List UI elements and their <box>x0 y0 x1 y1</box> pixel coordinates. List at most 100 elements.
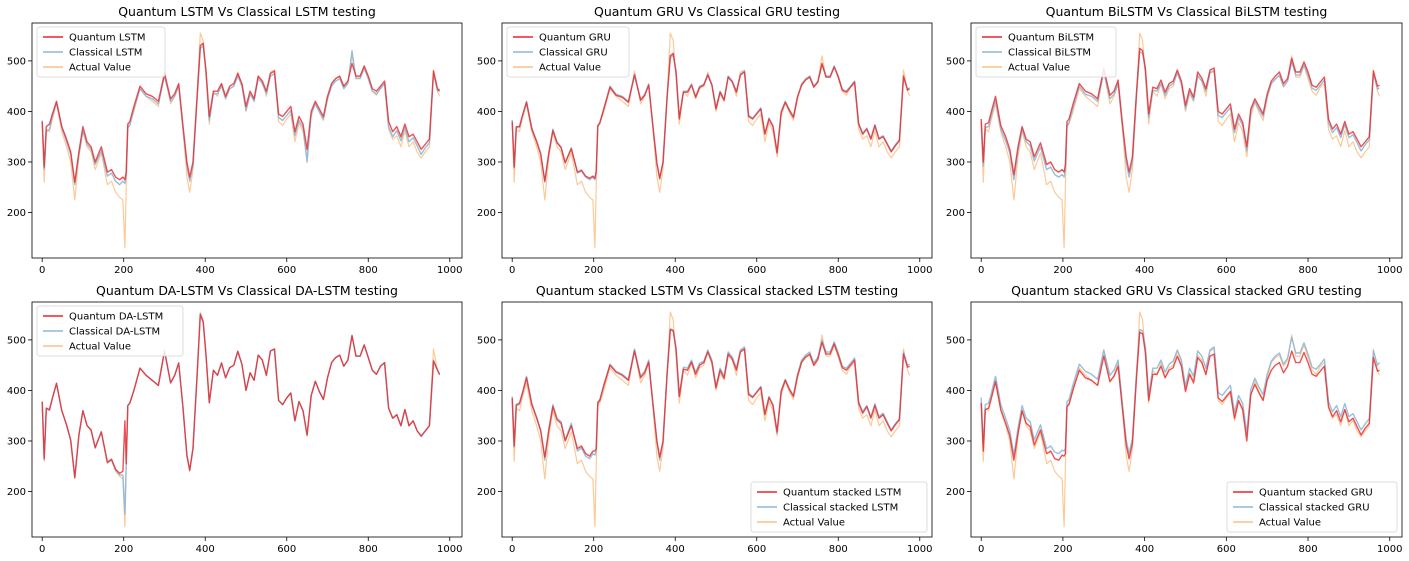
chart-title: Quantum LSTM Vs Classical LSTM testing <box>118 4 376 19</box>
y-tick-label: 400 <box>946 107 965 118</box>
y-tick-label: 400 <box>7 107 26 118</box>
y-tick-label: 200 <box>946 487 965 498</box>
legend-label-classical: Classical stacked LSTM <box>783 503 898 514</box>
y-tick-label: 300 <box>477 436 496 447</box>
y-tick-label: 200 <box>477 487 496 498</box>
chart-title: Quantum stacked GRU Vs Classical stacked… <box>1011 283 1362 298</box>
legend-box <box>36 26 166 78</box>
x-tick-label: 0 <box>39 265 45 276</box>
y-tick-label: 200 <box>7 487 26 498</box>
x-tick-label: 1000 <box>1377 265 1402 276</box>
legend-label-actual: Actual Value <box>1259 518 1321 529</box>
x-tick-label: 200 <box>584 265 603 276</box>
x-tick-label: 1000 <box>437 544 462 555</box>
y-tick-label: 400 <box>946 386 965 397</box>
series-line-quantum <box>980 331 1380 461</box>
x-tick-label: 600 <box>1217 544 1236 555</box>
axes-frame <box>501 301 933 538</box>
legend-box <box>1226 481 1398 533</box>
series-line-quantum <box>41 313 441 479</box>
legend: Quantum LSTM Classical LSTM Actual Value <box>36 26 166 78</box>
x-tick-label: 200 <box>114 544 133 555</box>
legend-label-quantum: Quantum LSTM <box>69 33 146 44</box>
chart-panel-1: Quantum LSTM Vs Classical LSTM testing 0 2… <box>7 4 463 276</box>
series-line-classical <box>41 45 441 186</box>
legend-label-actual: Actual Value <box>69 63 131 74</box>
x-tick-label: 600 <box>277 265 296 276</box>
legend-label-actual: Actual Value <box>539 63 601 74</box>
y-tick-label: 500 <box>477 56 496 67</box>
x-tick-label: 200 <box>1053 265 1072 276</box>
y-tick-label: 200 <box>7 208 26 219</box>
y-tick-label: 500 <box>7 56 26 67</box>
chart-title: Quantum stacked LSTM Vs Classical stacke… <box>536 283 898 298</box>
chart-panel-3: Quantum BiLSTM Vs Classical BiLSTM testi… <box>946 4 1403 276</box>
x-tick-label: 0 <box>509 265 515 276</box>
x-tick-label: 600 <box>747 544 766 555</box>
axes-frame <box>501 22 933 259</box>
x-tick-label: 800 <box>829 265 848 276</box>
legend-label-classical: Classical BiLSTM <box>1008 48 1091 59</box>
y-tick-label: 400 <box>477 386 496 397</box>
y-tick-label: 200 <box>946 208 965 219</box>
y-tick-label: 300 <box>7 436 26 447</box>
x-tick-label: 1000 <box>907 544 932 555</box>
y-tick-label: 300 <box>946 436 965 447</box>
legend-label-quantum: Quantum DA-LSTM <box>69 312 163 323</box>
legend-label-quantum: Quantum stacked GRU <box>1259 488 1373 499</box>
x-tick-label: 0 <box>978 544 984 555</box>
chart-title: Quantum DA-LSTM Vs Classical DA-LSTM tes… <box>96 283 398 298</box>
x-tick-label: 600 <box>747 265 766 276</box>
x-tick-label: 800 <box>359 265 378 276</box>
legend-label-quantum: Quantum stacked LSTM <box>783 488 901 499</box>
legend-label-actual: Actual Value <box>69 342 131 353</box>
chart-title: Quantum GRU Vs Classical GRU testing <box>594 4 840 19</box>
legend-label-actual: Actual Value <box>1008 63 1070 74</box>
x-tick-label: 600 <box>277 544 296 555</box>
x-tick-label: 400 <box>666 544 685 555</box>
y-tick-label: 500 <box>946 335 965 346</box>
y-tick-label: 400 <box>7 386 26 397</box>
series-line-classical <box>980 51 1380 181</box>
y-tick-label: 300 <box>946 157 965 168</box>
series-line-actual <box>980 311 1381 528</box>
x-tick-label: 0 <box>509 544 515 555</box>
legend-label-classical: Classical GRU <box>539 48 608 59</box>
x-tick-label: 800 <box>829 544 848 555</box>
legend-label-actual: Actual Value <box>783 518 845 529</box>
series-line-quantum <box>41 42 441 183</box>
y-tick-label: 500 <box>7 335 26 346</box>
legend: Quantum stacked LSTM Classical stacked LS… <box>750 481 928 533</box>
x-tick-label: 200 <box>1053 544 1072 555</box>
x-tick-label: 800 <box>1298 265 1317 276</box>
y-tick-label: 200 <box>477 208 496 219</box>
legend: Quantum DA-LSTM Classical DA-LSTM Actual V… <box>36 305 184 357</box>
legend-box <box>36 305 184 357</box>
series-line-classical <box>511 328 910 461</box>
x-tick-label: 600 <box>1217 265 1236 276</box>
chart-panel-6: Quantum stacked GRU Vs Classical stacked… <box>946 283 1403 555</box>
legend-label-classical: Classical stacked GRU <box>1259 503 1370 514</box>
x-tick-label: 400 <box>666 265 685 276</box>
legend-label-classical: Classical LSTM <box>69 48 142 59</box>
legend: Quantum GRU Classical GRU Actual Value <box>506 26 630 78</box>
legend-box <box>506 26 630 78</box>
legend: Quantum stacked GRU Classical stacked GRU… <box>1226 481 1398 533</box>
y-tick-label: 500 <box>477 335 496 346</box>
x-tick-label: 1000 <box>1377 544 1402 555</box>
legend-box <box>750 481 928 533</box>
chart-panel-4: Quantum DA-LSTM Vs Classical DA-LSTM tes… <box>7 283 463 555</box>
legend-box <box>975 26 1117 78</box>
series-line-quantum <box>511 52 911 182</box>
axes-frame <box>31 22 463 259</box>
chart-title: Quantum BiLSTM Vs Classical BiLSTM testi… <box>1046 4 1328 19</box>
x-tick-label: 0 <box>978 265 984 276</box>
y-tick-label: 400 <box>477 107 496 118</box>
legend-label-quantum: Quantum BiLSTM <box>1008 33 1094 44</box>
x-tick-label: 400 <box>196 265 215 276</box>
x-tick-label: 800 <box>359 544 378 555</box>
x-tick-label: 800 <box>1298 544 1317 555</box>
y-tick-label: 500 <box>946 56 965 67</box>
series-line-classical <box>980 329 1381 456</box>
